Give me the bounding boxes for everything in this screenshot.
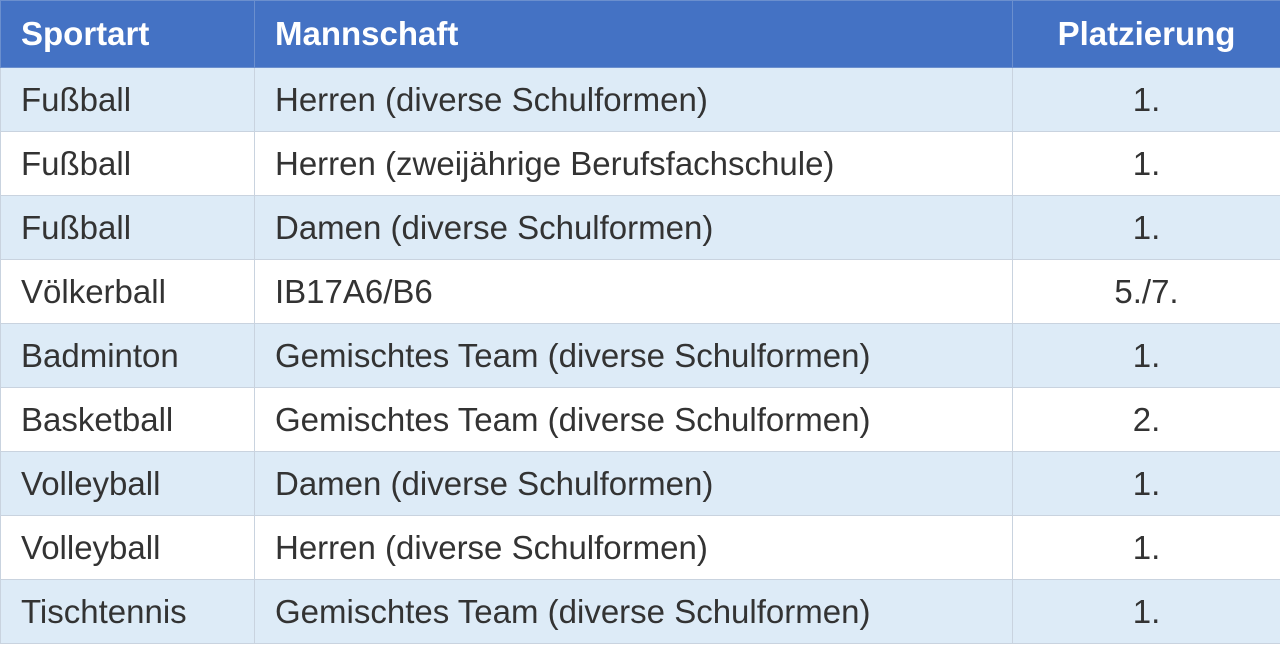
platzierung-cell: 1.: [1012, 451, 1280, 516]
platzierung-cell: 1.: [1012, 67, 1280, 132]
sportart-cell: Fußball: [0, 131, 255, 196]
mannschaft-cell: Gemischtes Team (diverse Schulformen): [254, 387, 1013, 452]
header-mannschaft: Mannschaft: [254, 0, 1013, 68]
sportart-cell: Völkerball: [0, 259, 255, 324]
table-row: Tischtennis Gemischtes Team (diverse Schu…: [0, 579, 1280, 644]
header-row: Sportart Mannschaft Platzierung: [0, 0, 1280, 68]
table-row: Volleyball Damen (diverse Schulformen) 1.: [0, 451, 1280, 516]
mannschaft-cell: Herren (zweijährige Berufsfachschule): [254, 131, 1013, 196]
table-row: Völkerball IB17A6/B6 5./7.: [0, 259, 1280, 324]
platzierung-cell: 5./7.: [1012, 259, 1280, 324]
mannschaft-cell: Damen (diverse Schulformen): [254, 451, 1013, 516]
mannschaft-cell: Herren (diverse Schulformen): [254, 515, 1013, 580]
mannschaft-cell: Gemischtes Team (diverse Schulformen): [254, 579, 1013, 644]
platzierung-cell: 1.: [1012, 195, 1280, 260]
sportart-cell: Volleyball: [0, 515, 255, 580]
table-row: Badminton Gemischtes Team (diverse Schulf…: [0, 323, 1280, 388]
mannschaft-cell: Herren (diverse Schulformen): [254, 67, 1013, 132]
sportart-cell: Fußball: [0, 67, 255, 132]
table-row: Volleyball Herren (diverse Schulformen) 1.: [0, 515, 1280, 580]
platzierung-cell: 1.: [1012, 579, 1280, 644]
mannschaft-cell: IB17A6/B6: [254, 259, 1013, 324]
table-row: Fußball Herren (zweijährige Berufsfachsch…: [0, 131, 1280, 196]
header-sportart: Sportart: [0, 0, 255, 68]
platzierung-cell: 1.: [1012, 131, 1280, 196]
sportart-cell: Fußball: [0, 195, 255, 260]
platzierung-cell: 2.: [1012, 387, 1280, 452]
sportart-cell: Volleyball: [0, 451, 255, 516]
table-row: Fußball Herren (diverse Schulformen) 1.: [0, 67, 1280, 132]
mannschaft-cell: Damen (diverse Schulformen): [254, 195, 1013, 260]
sportart-cell: Badminton: [0, 323, 255, 388]
mannschaft-cell: Gemischtes Team (diverse Schulformen): [254, 323, 1013, 388]
table-row: Fußball Damen (diverse Schulformen) 1.: [0, 195, 1280, 260]
table-row: Basketball Gemischtes Team (diverse Schul…: [0, 387, 1280, 452]
sportart-cell: Tischtennis: [0, 579, 255, 644]
results-table: Sportart Mannschaft Platzierung Fußball H…: [0, 0, 1280, 644]
sportart-cell: Basketball: [0, 387, 255, 452]
platzierung-cell: 1.: [1012, 515, 1280, 580]
header-platzierung: Platzierung: [1012, 0, 1280, 68]
platzierung-cell: 1.: [1012, 323, 1280, 388]
